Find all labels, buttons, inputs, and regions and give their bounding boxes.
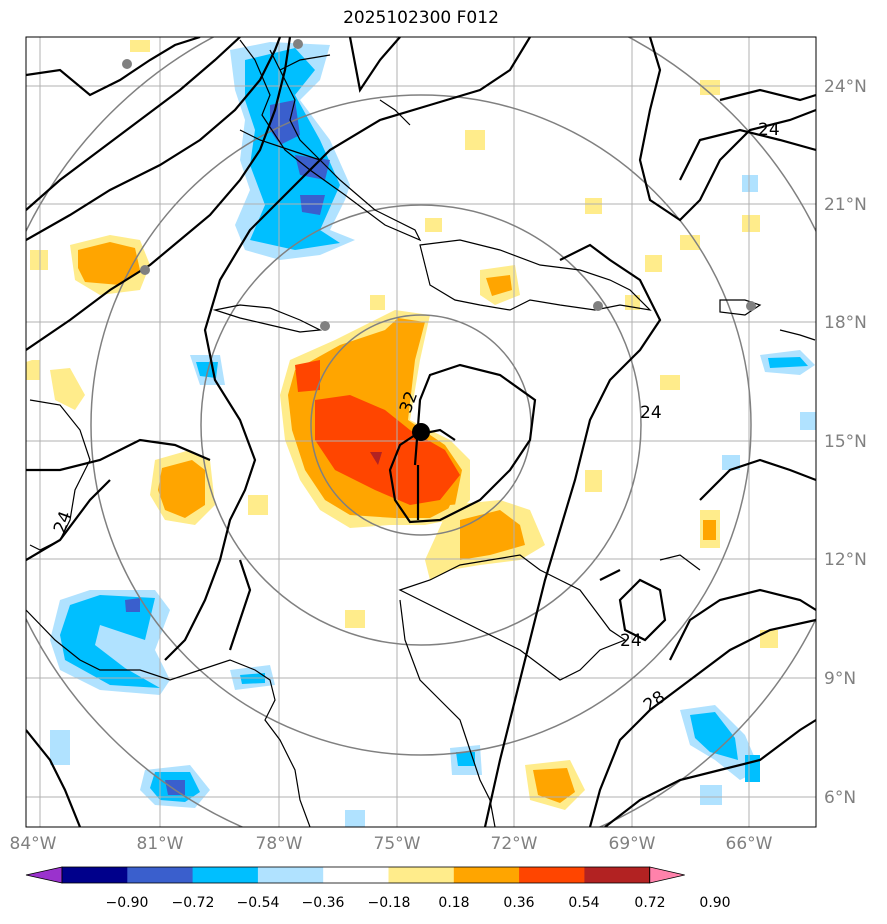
lon-tick-label: 75°W bbox=[374, 834, 421, 854]
height-contours bbox=[26, 37, 816, 827]
negative-shading bbox=[50, 42, 816, 827]
colorbar-tick-label: −0.36 bbox=[302, 895, 345, 911]
colorbar-segment bbox=[257, 867, 324, 883]
colorbar-frame bbox=[61, 866, 651, 884]
colorbar-tick-label: −0.54 bbox=[237, 895, 280, 911]
lat-tick-labels: 24°N 21°N 18°N 15°N 12°N 9°N 6°N bbox=[824, 77, 867, 808]
lon-tick-label: 69°W bbox=[609, 834, 656, 854]
colorbar-tick-label: 0.18 bbox=[438, 895, 469, 911]
colorbar-segment bbox=[519, 867, 585, 883]
colorbar-tick-label: 0.90 bbox=[699, 895, 730, 911]
contour-label: 24 bbox=[620, 631, 642, 651]
storm-center-marker bbox=[412, 423, 430, 441]
lat-tick-label: 15°N bbox=[824, 432, 867, 452]
plot-title: 2025102300 F012 bbox=[343, 8, 499, 28]
lon-tick-labels: 84°W 81°W 78°W 75°W 72°W 69°W 66°W bbox=[10, 834, 773, 854]
colorbar-segment bbox=[323, 867, 389, 883]
colorbar-segment bbox=[388, 867, 455, 883]
colorbar-extend-min bbox=[25, 866, 63, 884]
colorbar-tick-label: −0.90 bbox=[106, 895, 149, 911]
colorbar-tick-label: 0.72 bbox=[634, 895, 665, 911]
map-frame bbox=[25, 36, 817, 828]
contour-label: 24 bbox=[758, 120, 780, 140]
colorbar-segment bbox=[584, 867, 651, 883]
colorbar-segment bbox=[62, 867, 128, 883]
lon-tick-label: 84°W bbox=[10, 834, 57, 854]
lat-tick-label: 6°N bbox=[824, 788, 856, 808]
lat-tick-label: 24°N bbox=[824, 77, 867, 97]
colorbar-labels: −0.90 −0.72 −0.54 −0.36 −0.18 0.18 0.36 … bbox=[106, 895, 731, 911]
colorbar-tick-label: −0.72 bbox=[172, 895, 215, 911]
lon-tick-label: 81°W bbox=[137, 834, 184, 854]
colorbar-tick-label: 0.36 bbox=[503, 895, 534, 911]
colorbar-extend-max bbox=[649, 866, 685, 884]
lon-tick-label: 66°W bbox=[726, 834, 773, 854]
colorbar-segment bbox=[127, 867, 194, 883]
lon-tick-label: 78°W bbox=[256, 834, 303, 854]
contour-label: 24 bbox=[640, 403, 662, 423]
colorbar bbox=[25, 866, 685, 884]
lat-tick-label: 9°N bbox=[824, 669, 856, 689]
colorbar-tick-label: 0.54 bbox=[568, 895, 599, 911]
colorbar-tick-label: −0.18 bbox=[368, 895, 411, 911]
lon-tick-label: 72°W bbox=[491, 834, 538, 854]
lat-tick-label: 21°N bbox=[824, 195, 867, 215]
colorbar-segment bbox=[453, 867, 520, 883]
lat-tick-label: 12°N bbox=[824, 550, 867, 570]
lat-tick-label: 18°N bbox=[824, 313, 867, 333]
colorbar-segment bbox=[192, 867, 259, 883]
station-markers bbox=[122, 39, 756, 331]
